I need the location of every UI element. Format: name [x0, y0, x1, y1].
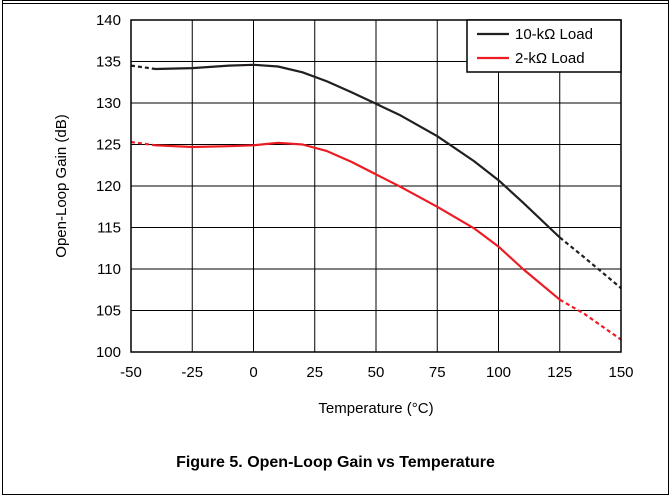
- y-tick-label: 135: [96, 54, 121, 71]
- x-tick-label: 125: [547, 364, 572, 381]
- x-tick-label: 25: [306, 364, 323, 381]
- y-tick-label: 115: [97, 220, 121, 237]
- figure-caption: Figure 5. Open-Loop Gain vs Temperature: [176, 454, 495, 471]
- plot-area: [130, 19, 622, 353]
- x-tick-labels: -50 -25 0 25 50 75 100 125 150: [120, 364, 633, 381]
- top-border: [2, 0, 669, 4]
- x-tick-label: 50: [368, 364, 385, 381]
- y-tick-label: 110: [97, 261, 121, 278]
- series-line-dashed-high: [559, 298, 622, 341]
- legend-box: [466, 19, 622, 73]
- series-layer: [130, 63, 622, 341]
- x-tick-label: 150: [608, 364, 633, 381]
- x-tick-label: -25: [181, 364, 203, 381]
- legend-label: 10-kΩ Load: [515, 26, 593, 43]
- series-line-dashed-low: [130, 64, 156, 71]
- x-tick-label: 75: [429, 364, 446, 381]
- legend: 10-kΩ Load 2-kΩ Load: [466, 19, 622, 73]
- series-line-2: [155, 141, 561, 301]
- series-line-1: [155, 63, 561, 239]
- x-tick-label: -50: [120, 364, 142, 381]
- chart: -50 -25 0 25 50 75 100 125 150 100 105 110 115 120 12…: [53, 12, 634, 417]
- y-tick-label: 125: [96, 137, 121, 154]
- y-tick-label: 120: [96, 178, 121, 195]
- x-axis-label: Temperature (°C): [318, 400, 433, 417]
- y-tick-label: 140: [96, 12, 121, 29]
- x-tick-label: 100: [486, 364, 511, 381]
- x-tick-label: 0: [249, 364, 257, 381]
- y-tick-labels: 100 105 110 115 120 125 130 135 140: [96, 12, 121, 361]
- y-axis-label: Open-Loop Gain (dB): [53, 114, 70, 257]
- y-tick-label: 105: [96, 303, 121, 320]
- legend-label: 2-kΩ Load: [515, 50, 585, 67]
- y-tick-label: 130: [96, 95, 121, 112]
- y-tick-label: 100: [96, 344, 121, 361]
- series-line-dashed-high: [559, 236, 622, 289]
